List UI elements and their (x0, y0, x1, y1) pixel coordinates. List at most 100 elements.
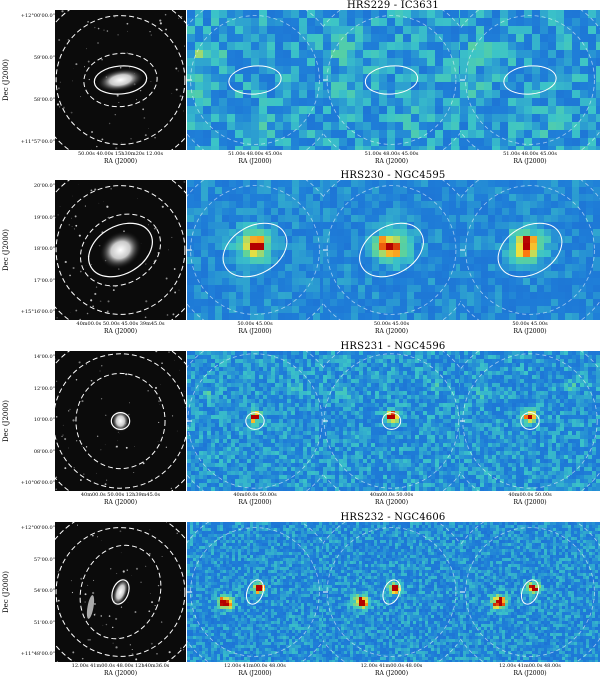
star-point (143, 117, 146, 119)
star-point (150, 81, 152, 83)
star-point (94, 26, 96, 29)
star-point (164, 13, 167, 16)
y-tick-label: 20'00.0" (33, 183, 55, 189)
aperture-ellipse (359, 222, 424, 278)
inner-annulus (83, 52, 158, 108)
star-point (154, 386, 158, 390)
flux-map (187, 351, 323, 491)
background-annulus-inner (326, 185, 457, 315)
star-point (142, 462, 145, 465)
x-tick-labels: 12.00s 41m00.0s 48.00s (360, 663, 423, 669)
star-point (178, 289, 180, 291)
star-point (154, 604, 156, 606)
star-point (81, 446, 83, 447)
star-point (176, 532, 178, 535)
star-point (59, 206, 61, 207)
background-annulus-inner (55, 527, 186, 657)
star-point (91, 264, 92, 266)
aperture-ellipse (93, 65, 148, 95)
inner-annulus (79, 213, 162, 287)
panel-title: HRS229 - IC3631 (347, 0, 439, 11)
aperture-ellipse (520, 579, 540, 605)
star-point (135, 567, 139, 570)
y-tick-label: 14'00.0" (33, 354, 55, 360)
star-point (90, 379, 93, 382)
x-tick-labels: 40m00.0s 50.00s 45.00s 39m45.0s (76, 321, 165, 327)
star-point (59, 106, 61, 108)
star-point (61, 435, 63, 437)
star-point (90, 189, 93, 192)
star-point (145, 300, 148, 303)
star-point (130, 138, 132, 140)
optical-image (55, 180, 186, 320)
star-point (111, 626, 114, 629)
star-point (136, 99, 138, 101)
star-point (91, 131, 93, 133)
optical-image-plot (55, 180, 186, 320)
star-point (126, 569, 128, 571)
optical-image-plot (55, 522, 186, 662)
background-annulus-inner (55, 353, 186, 489)
star-point (171, 93, 173, 94)
star-point (110, 188, 112, 190)
star-point (103, 201, 104, 202)
star-point (117, 34, 119, 36)
star-point (57, 87, 60, 90)
pixel-grid (187, 351, 323, 491)
star-point (87, 60, 90, 63)
flux-map-plot (323, 180, 460, 320)
star-point (139, 89, 142, 92)
star-point (170, 487, 172, 490)
companion-galaxy (86, 595, 95, 619)
galaxy-row: HRS229 - IC3631 Dec (J2000) +12°00'00.0" 59… (0, 0, 600, 170)
star-point (179, 95, 182, 98)
star-point (84, 205, 86, 207)
star-point (75, 63, 78, 66)
star-point (100, 449, 102, 451)
star-point (134, 611, 137, 613)
star-point (56, 380, 58, 382)
flux-map (460, 351, 600, 491)
star-point (159, 22, 162, 25)
pixel-grid (187, 180, 323, 320)
star-point (150, 34, 152, 36)
star-point (55, 476, 58, 479)
background-annulus-inner (465, 15, 595, 145)
star-point (115, 147, 118, 150)
star-point (183, 180, 186, 183)
aperture-ellipse (110, 411, 131, 430)
star-point (81, 400, 84, 403)
star-point (76, 524, 79, 526)
star-point (115, 446, 117, 448)
star-point (96, 435, 99, 437)
y-tick-label: 51'00.0" (33, 619, 55, 626)
x-axis-label: RA (J2000) (513, 328, 547, 335)
star-point (176, 430, 178, 432)
background-annulus-inner (465, 527, 595, 657)
x-axis-label: RA (J2000) (374, 158, 409, 165)
star-point (87, 584, 89, 586)
flux-map-plot (323, 351, 460, 491)
star-point (72, 80, 73, 82)
x-tick-labels: 40m00.0s 50.00s (233, 492, 277, 498)
x-axis-label: RA (J2000) (238, 670, 272, 677)
star-point (96, 145, 98, 148)
star-point (150, 593, 152, 594)
star-point (112, 642, 114, 644)
pixel-grid (460, 522, 600, 662)
star-point (84, 66, 86, 68)
optical-image-plot (55, 351, 186, 491)
aperture-ellipse (228, 65, 282, 95)
star-point (158, 568, 159, 569)
star-point (56, 317, 58, 319)
background-annulus-inner (55, 15, 186, 145)
star-point (67, 39, 70, 41)
star-point (106, 30, 109, 32)
star-point (101, 59, 103, 61)
star-point (116, 445, 118, 448)
flux-map (460, 180, 600, 320)
aperture-ellipse (245, 579, 265, 605)
x-tick-labels: 12.00s 41m00.0s 48.00s 12h40m36.0s (71, 663, 170, 669)
star-point (70, 111, 73, 114)
star-point (100, 398, 103, 400)
